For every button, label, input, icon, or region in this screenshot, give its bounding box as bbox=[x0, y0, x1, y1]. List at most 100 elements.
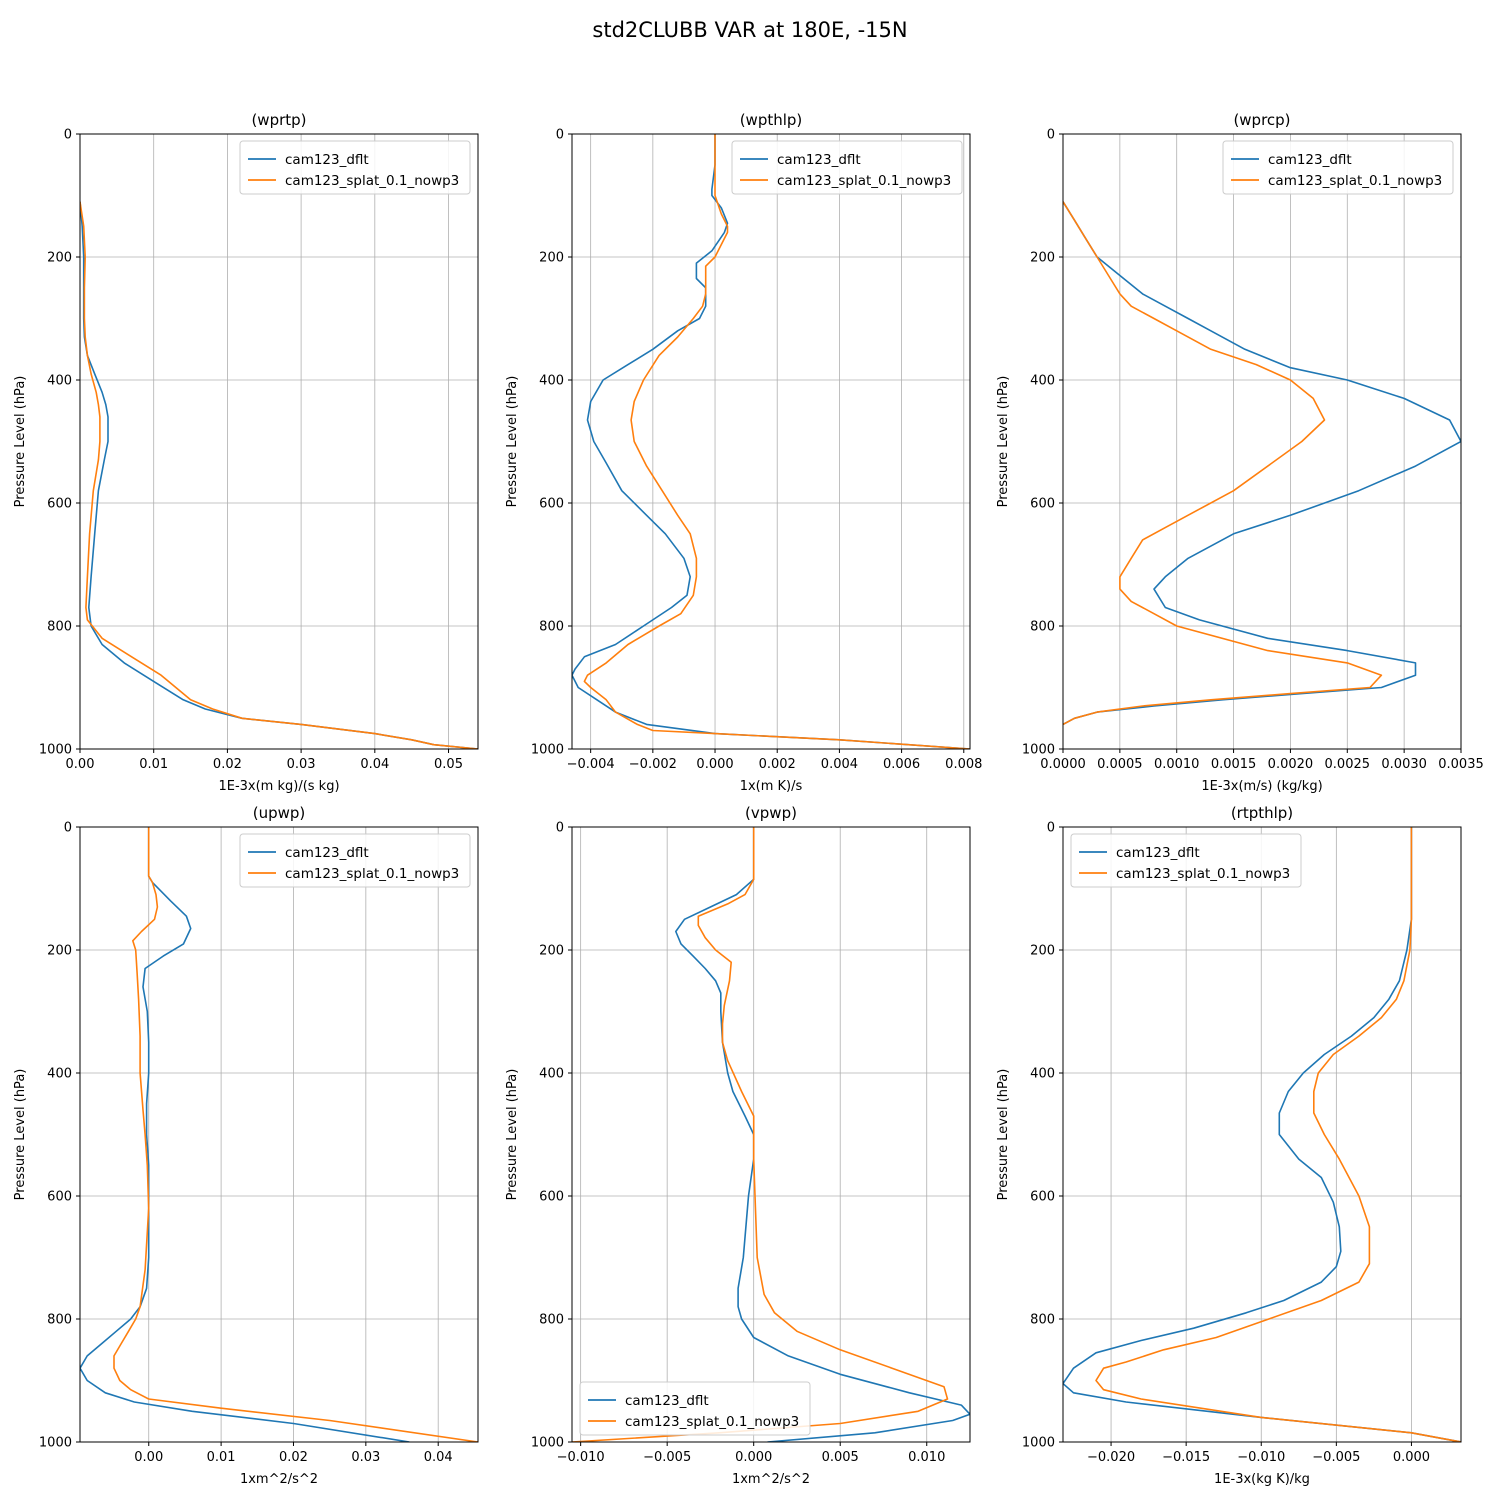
subplot-1: −0.004 −0.002 0.000 0.002 0.004 0.006 0.008 0 20… bbox=[505, 111, 982, 794]
x-axis-label: 1xm^2/s^2 bbox=[732, 1472, 810, 1487]
y-tick-label: 0 bbox=[556, 128, 564, 143]
subplot-0: 0.00 0.01 0.02 0.03 0.04 0.05 0 200 400 600 800 100… bbox=[13, 111, 479, 794]
y-tick-label: 1000 bbox=[39, 1436, 72, 1451]
y-tick-label: 600 bbox=[1030, 1190, 1055, 1205]
plot-frame bbox=[79, 133, 479, 750]
figure-title: std2CLUBB VAR at 180E, -15N bbox=[592, 18, 907, 42]
y-tick-label: 600 bbox=[47, 497, 72, 512]
x-axis-label: 1E-3x(m kg)/(s kg) bbox=[218, 779, 339, 794]
x-axis-label: 1E-3x(m/s) (kg/kg) bbox=[1201, 779, 1322, 794]
y-tick-label: 600 bbox=[1030, 497, 1055, 512]
legend-label: cam123_dflt bbox=[777, 152, 861, 168]
legend-label: cam123_splat_0.1_nowp3 bbox=[285, 173, 459, 189]
x-tick-label: 0.04 bbox=[424, 1450, 453, 1465]
legend-label: cam123_dflt bbox=[1268, 152, 1352, 168]
x-tick-label: −0.002 bbox=[629, 757, 677, 772]
x-tick-label: 0.008 bbox=[945, 757, 982, 772]
x-tick-label: 0.002 bbox=[759, 757, 796, 772]
legend-label: cam123_dflt bbox=[625, 1393, 709, 1409]
legend-label: cam123_splat_0.1_nowp3 bbox=[285, 866, 459, 882]
y-tick-label: 200 bbox=[539, 944, 564, 959]
x-tick-label: 0.005 bbox=[822, 1450, 859, 1465]
subplot-3: 0.00 0.01 0.02 0.03 0.04 0 200 400 600 800 1000 (up… bbox=[13, 804, 479, 1487]
y-tick-label: 1000 bbox=[531, 1436, 564, 1451]
plot-frame bbox=[1062, 826, 1462, 1443]
y-axis-label: Pressure Level (hPa) bbox=[13, 376, 28, 508]
x-tick-label: −0.004 bbox=[567, 757, 615, 772]
y-tick-label: 400 bbox=[1030, 374, 1055, 389]
legend-label: cam123_splat_0.1_nowp3 bbox=[1268, 173, 1442, 189]
y-tick-label: 200 bbox=[539, 251, 564, 266]
x-tick-label: 0.000 bbox=[735, 1450, 772, 1465]
legend-label: cam123_splat_0.1_nowp3 bbox=[1116, 866, 1290, 882]
y-tick-label: 400 bbox=[1030, 1067, 1055, 1082]
y-tick-label: 1000 bbox=[1022, 1436, 1055, 1451]
legend-box bbox=[579, 1381, 811, 1436]
subplot-title: (upwp) bbox=[253, 804, 306, 822]
x-tick-label: 0.0015 bbox=[1211, 757, 1257, 772]
legend-label: cam123_splat_0.1_nowp3 bbox=[777, 173, 951, 189]
y-tick-label: 0 bbox=[64, 128, 72, 143]
series-line-cam123_splat_0.1_nowp3 bbox=[113, 827, 478, 1442]
y-tick-label: 400 bbox=[47, 1067, 72, 1082]
series-line-cam123_dflt bbox=[572, 134, 970, 749]
series-line-cam123_splat_0.1_nowp3 bbox=[80, 201, 478, 749]
x-tick-label: 0.000 bbox=[696, 757, 733, 772]
subplot-grid: 0.00 0.01 0.02 0.03 0.04 0.05 0 200 400 600 800 100… bbox=[13, 111, 1484, 1487]
y-tick-label: 200 bbox=[47, 251, 72, 266]
legend: cam123_dflt cam123_splat_0.1_nowp3 bbox=[579, 1381, 811, 1436]
x-tick-label: 0.01 bbox=[207, 1450, 236, 1465]
y-tick-label: 800 bbox=[1030, 1313, 1055, 1328]
y-tick-label: 600 bbox=[539, 1190, 564, 1205]
legend-box bbox=[731, 140, 963, 195]
y-tick-label: 800 bbox=[539, 620, 564, 635]
y-tick-label: 600 bbox=[47, 1190, 72, 1205]
series-line-cam123_splat_0.1_nowp3 bbox=[583, 134, 970, 749]
x-tick-label: 0.006 bbox=[883, 757, 920, 772]
legend-box bbox=[1222, 140, 1454, 195]
legend-box bbox=[239, 833, 471, 888]
y-tick-label: 1000 bbox=[1022, 743, 1055, 758]
x-tick-label: −0.005 bbox=[643, 1450, 691, 1465]
subplot-title: (rtpthlp) bbox=[1231, 804, 1293, 822]
series-line-cam123_dflt bbox=[1063, 201, 1461, 726]
legend: cam123_dflt cam123_splat_0.1_nowp3 bbox=[1070, 833, 1302, 888]
x-tick-label: −0.015 bbox=[1162, 1450, 1210, 1465]
plot-frame bbox=[1062, 133, 1462, 750]
x-tick-label: 0.02 bbox=[213, 757, 242, 772]
legend: cam123_dflt cam123_splat_0.1_nowp3 bbox=[239, 140, 471, 195]
x-tick-label: 0.03 bbox=[287, 757, 316, 772]
plot-frame bbox=[571, 133, 971, 750]
series-line-cam123_splat_0.1_nowp3 bbox=[1095, 827, 1461, 1442]
y-tick-label: 1000 bbox=[39, 743, 72, 758]
x-tick-label: −0.005 bbox=[1312, 1450, 1360, 1465]
legend: cam123_dflt cam123_splat_0.1_nowp3 bbox=[731, 140, 963, 195]
y-tick-label: 800 bbox=[1030, 620, 1055, 635]
x-tick-label: 0.02 bbox=[279, 1450, 308, 1465]
legend-label: cam123_dflt bbox=[285, 845, 369, 861]
subplot-2: 0.0000 0.0005 0.0010 0.0015 0.0020 0.0025 0.00… bbox=[996, 111, 1484, 794]
x-axis-label: 1xm^2/s^2 bbox=[240, 1472, 318, 1487]
series-line-cam123_splat_0.1_nowp3 bbox=[572, 827, 949, 1442]
y-axis-label: Pressure Level (hPa) bbox=[996, 1069, 1011, 1201]
y-tick-label: 0 bbox=[64, 821, 72, 836]
x-axis-label: 1x(m K)/s bbox=[740, 779, 803, 794]
y-tick-label: 800 bbox=[47, 1313, 72, 1328]
x-tick-label: −0.020 bbox=[1087, 1450, 1135, 1465]
y-tick-label: 200 bbox=[1030, 944, 1055, 959]
subplot-4: −0.010 −0.005 0.000 0.005 0.010 0 200 400 600 800… bbox=[505, 804, 971, 1487]
legend-label: cam123_dflt bbox=[285, 152, 369, 168]
x-tick-label: 0.0005 bbox=[1097, 757, 1143, 772]
x-tick-label: 0.0025 bbox=[1325, 757, 1371, 772]
subplot-5: −0.020 −0.015 −0.010 −0.005 0.000 0 200 400 600 8… bbox=[996, 804, 1462, 1487]
x-tick-label: 0.004 bbox=[821, 757, 858, 772]
x-tick-label: 0.00 bbox=[134, 1450, 163, 1465]
series-line-cam123_dflt bbox=[674, 827, 970, 1442]
y-tick-label: 200 bbox=[1030, 251, 1055, 266]
x-tick-label: 0.01 bbox=[139, 757, 168, 772]
series-line-cam123_dflt bbox=[80, 827, 410, 1442]
plot-frame bbox=[571, 826, 971, 1443]
legend: cam123_dflt cam123_splat_0.1_nowp3 bbox=[1222, 140, 1454, 195]
y-tick-label: 800 bbox=[539, 1313, 564, 1328]
